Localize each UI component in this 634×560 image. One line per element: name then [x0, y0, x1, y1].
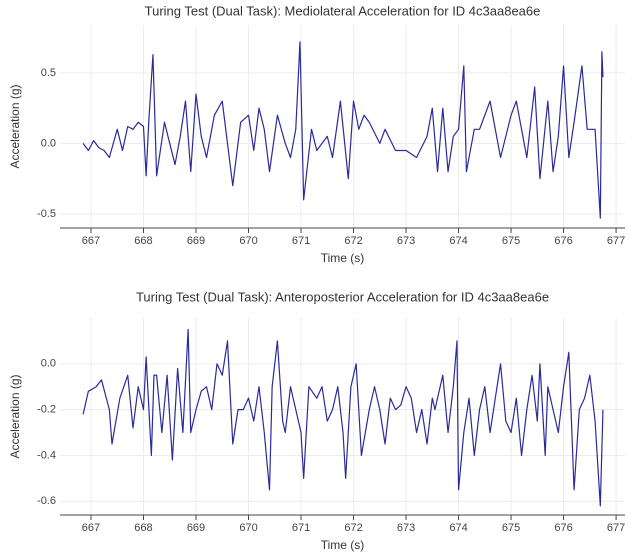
- x-tick-label: 672: [344, 235, 362, 247]
- x-tick-label: 667: [82, 522, 100, 534]
- x-tick-label: 673: [397, 522, 415, 534]
- x-tick-label: 673: [397, 235, 415, 247]
- y-tick-label: 0.5: [41, 67, 56, 79]
- y-tick-label: -0.5: [37, 208, 56, 220]
- x-tick-label: 674: [449, 522, 467, 534]
- x-tick-label: 677: [607, 522, 625, 534]
- x-tick-label: 676: [554, 235, 572, 247]
- y-tick-label: 0.0: [41, 137, 56, 149]
- data-line: [82, 328, 604, 507]
- y-tick-label: -0.4: [37, 449, 56, 461]
- x-tick-label: 670: [239, 235, 257, 247]
- data-line: [82, 41, 604, 219]
- chart-title: Turing Test (Dual Task): Anteroposterior…: [136, 289, 549, 304]
- x-tick-label: 667: [82, 235, 100, 247]
- x-axis-title: Time (s): [321, 251, 365, 265]
- x-tick-label: 674: [449, 235, 467, 247]
- y-tick-label: -0.2: [37, 404, 56, 416]
- x-tick-label: 669: [187, 235, 205, 247]
- x-tick-label: 672: [344, 522, 362, 534]
- y-axis-title: Acceleration (g): [8, 84, 22, 168]
- x-tick-label: 669: [187, 522, 205, 534]
- y-axis-title: Acceleration (g): [8, 374, 22, 458]
- x-axis-title: Time (s): [321, 538, 365, 552]
- x-tick-label: 668: [134, 235, 152, 247]
- x-tick-label: 677: [607, 235, 625, 247]
- x-tick-label: 676: [554, 522, 572, 534]
- chart-title: Turing Test (Dual Task): Mediolateral Ac…: [145, 3, 541, 18]
- x-tick-label: 668: [134, 522, 152, 534]
- x-tick-label: 671: [292, 235, 310, 247]
- x-tick-label: 670: [239, 522, 257, 534]
- y-tick-label: 0.0: [41, 358, 56, 370]
- y-tick-label: -0.6: [37, 495, 56, 507]
- x-tick-label: 675: [502, 235, 520, 247]
- x-tick-label: 671: [292, 522, 310, 534]
- x-tick-label: 675: [502, 522, 520, 534]
